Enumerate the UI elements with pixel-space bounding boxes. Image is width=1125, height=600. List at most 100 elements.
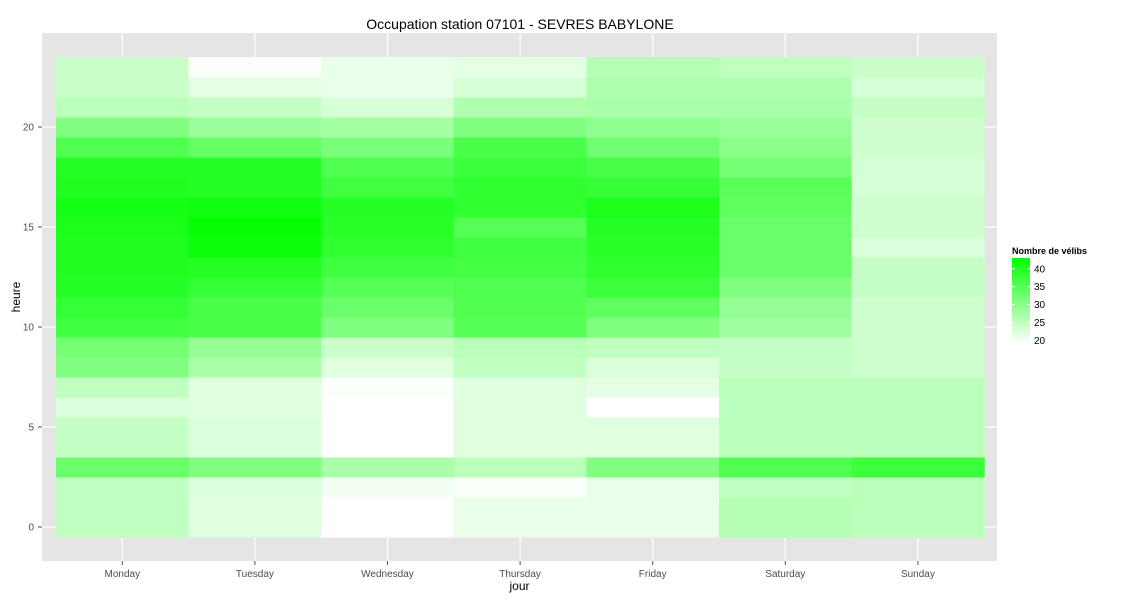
heatmap-cell-thursday-h15	[453, 217, 587, 238]
heatmap-cell-sunday-h17	[851, 177, 985, 198]
heatmap-cell-tuesday-h8	[188, 357, 322, 378]
heatmap-cell-monday-h2	[56, 477, 190, 498]
heatmap-cell-monday-h12	[56, 277, 190, 298]
heatmap-cell-sunday-h22	[851, 77, 985, 98]
heatmap-cell-saturday-h0	[719, 517, 853, 538]
heatmap-cell-thursday-h2	[453, 477, 587, 498]
heatmap-cell-wednesday-h8	[321, 357, 455, 378]
y-tick-label-20: 20	[23, 123, 35, 134]
heatmap-cell-wednesday-h14	[321, 237, 455, 258]
heatmap-cell-wednesday-h23	[321, 57, 455, 78]
heatmap-cell-saturday-h1	[719, 497, 853, 518]
heatmap-cell-sunday-h8	[851, 357, 985, 378]
heatmap-cell-sunday-h5	[851, 417, 985, 438]
heatmap-cell-friday-h19	[586, 137, 720, 158]
heatmap-cell-friday-h16	[586, 197, 720, 218]
heatmap-cell-tuesday-h0	[188, 517, 322, 538]
heatmap-cell-wednesday-h7	[321, 377, 455, 398]
legend-label-30: 30	[1034, 300, 1046, 311]
heatmap-cell-friday-h0	[586, 517, 720, 538]
heatmap-cell-tuesday-h3	[188, 457, 322, 478]
x-tick-label-thursday: Thursday	[499, 569, 541, 580]
heatmap-cell-saturday-h16	[719, 197, 853, 218]
heatmap-cell-tuesday-h11	[188, 297, 322, 318]
heatmap-cell-thursday-h12	[453, 277, 587, 298]
heatmap-cell-tuesday-h13	[188, 257, 322, 278]
heatmap-cell-sunday-h21	[851, 97, 985, 118]
heatmap-cell-saturday-h23	[719, 57, 853, 78]
heatmap-cell-thursday-h11	[453, 297, 587, 318]
heatmap-cell-sunday-h13	[851, 257, 985, 278]
heatmap-cell-wednesday-h11	[321, 297, 455, 318]
heatmap-cell-thursday-h16	[453, 197, 587, 218]
heatmap-cell-tuesday-h4	[188, 437, 322, 458]
y-tick-label-5: 5	[28, 423, 34, 434]
heatmap-cell-thursday-h5	[453, 417, 587, 438]
heatmap-cell-wednesday-h19	[321, 137, 455, 158]
heatmap-cell-thursday-h18	[453, 157, 587, 178]
heatmap-cell-wednesday-h13	[321, 257, 455, 278]
heatmap-cell-friday-h6	[586, 397, 720, 418]
heatmap-cell-friday-h10	[586, 317, 720, 338]
heatmap-cell-sunday-h15	[851, 217, 985, 238]
heatmap-cell-tuesday-h19	[188, 137, 322, 158]
heatmap-cell-tuesday-h12	[188, 277, 322, 298]
heatmap-cell-thursday-h1	[453, 497, 587, 518]
heatmap-cell-tuesday-h5	[188, 417, 322, 438]
heatmap-cell-sunday-h2	[851, 477, 985, 498]
heatmap-cell-wednesday-h10	[321, 317, 455, 338]
heatmap-cell-monday-h13	[56, 257, 190, 278]
heatmap-cell-sunday-h16	[851, 197, 985, 218]
heatmap-cell-thursday-h22	[453, 77, 587, 98]
heatmap-cell-sunday-h14	[851, 237, 985, 258]
heatmap-cell-saturday-h11	[719, 297, 853, 318]
heatmap-cell-wednesday-h21	[321, 97, 455, 118]
heatmap-cell-thursday-h0	[453, 517, 587, 538]
heatmap-cell-tuesday-h21	[188, 97, 322, 118]
heatmap-cell-sunday-h20	[851, 117, 985, 138]
heatmap-cell-monday-h4	[56, 437, 190, 458]
heatmap-cell-wednesday-h22	[321, 77, 455, 98]
heatmap-cell-friday-h7	[586, 377, 720, 398]
heatmap-cell-sunday-h11	[851, 297, 985, 318]
heatmap-cell-wednesday-h4	[321, 437, 455, 458]
legend-label-40: 40	[1034, 264, 1046, 275]
heatmap-cell-wednesday-h6	[321, 397, 455, 418]
legend-label-25: 25	[1034, 318, 1046, 329]
heatmap-cell-saturday-h13	[719, 257, 853, 278]
heatmap-cell-saturday-h3	[719, 457, 853, 478]
heatmap-cell-tuesday-h23	[188, 57, 322, 78]
heatmap-cell-saturday-h17	[719, 177, 853, 198]
heatmap-cell-thursday-h9	[453, 337, 587, 358]
heatmap-cell-friday-h17	[586, 177, 720, 198]
heatmap-cell-friday-h4	[586, 437, 720, 458]
heatmap-cell-tuesday-h14	[188, 237, 322, 258]
heatmap-cell-monday-h3	[56, 457, 190, 478]
heatmap-cell-tuesday-h17	[188, 177, 322, 198]
heatmap-cell-sunday-h4	[851, 437, 985, 458]
heatmap-cell-monday-h18	[56, 157, 190, 178]
x-tick-label-monday: Monday	[105, 569, 141, 580]
y-tick-label-10: 10	[23, 323, 35, 334]
heatmap-cell-saturday-h18	[719, 157, 853, 178]
heatmap-cell-thursday-h17	[453, 177, 587, 198]
y-axis-title: heure	[9, 281, 23, 312]
heatmap-cell-monday-h23	[56, 57, 190, 78]
heatmap-cell-monday-h17	[56, 177, 190, 198]
heatmap-cell-friday-h2	[586, 477, 720, 498]
heatmap-cell-friday-h9	[586, 337, 720, 358]
heatmap-cell-thursday-h3	[453, 457, 587, 478]
heatmap-cell-sunday-h3	[851, 457, 985, 478]
heatmap-cell-thursday-h10	[453, 317, 587, 338]
heatmap-cell-thursday-h13	[453, 257, 587, 278]
x-tick-label-sunday: Sunday	[901, 569, 935, 580]
heatmap-cell-wednesday-h0	[321, 517, 455, 538]
heatmap-cell-wednesday-h16	[321, 197, 455, 218]
x-tick-label-friday: Friday	[639, 569, 667, 580]
x-axis-title: jour	[508, 579, 529, 593]
heatmap-cell-monday-h10	[56, 317, 190, 338]
y-tick-label-0: 0	[28, 523, 34, 534]
heatmap-cell-friday-h22	[586, 77, 720, 98]
heatmap-cell-thursday-h14	[453, 237, 587, 258]
heatmap-cell-sunday-h6	[851, 397, 985, 418]
